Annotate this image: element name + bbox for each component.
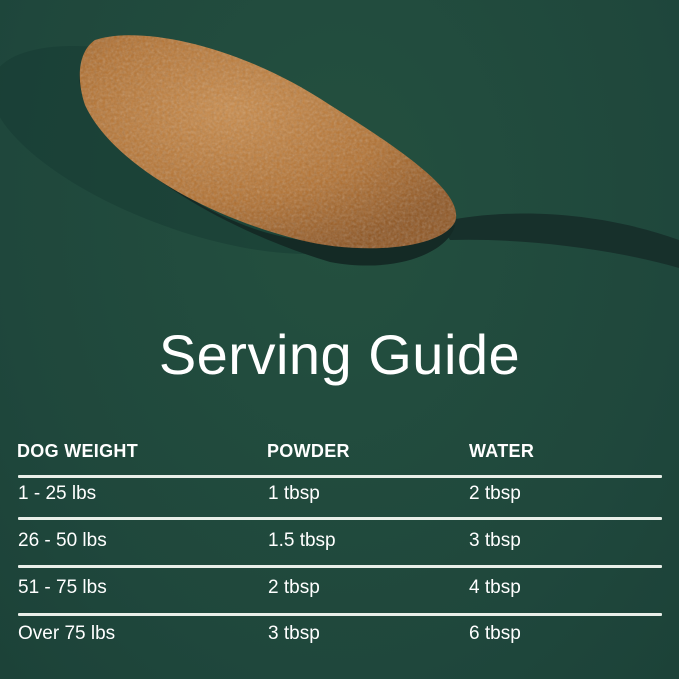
header-powder: POWDER xyxy=(267,441,350,461)
page-title: Serving Guide xyxy=(158,323,521,386)
cell-weight: 1 - 25 lbs xyxy=(18,483,97,504)
cell-weight: 51 - 75 lbs xyxy=(18,577,107,598)
header-dog-weight: DOG WEIGHT xyxy=(17,441,138,461)
divider xyxy=(18,475,662,478)
divider xyxy=(18,613,662,616)
cell-water: 4 tbsp xyxy=(469,577,521,598)
spoon-handle xyxy=(440,213,679,268)
divider xyxy=(18,517,662,520)
cell-powder: 1.5 tbsp xyxy=(268,530,336,551)
cell-water: 6 tbsp xyxy=(469,623,521,644)
spoon-bowl xyxy=(79,70,456,266)
cell-powder: 2 tbsp xyxy=(268,577,320,598)
header-water: WATER xyxy=(469,441,535,461)
cell-powder: 3 tbsp xyxy=(268,623,320,644)
spoon-with-food-image xyxy=(0,35,679,268)
cell-water: 3 tbsp xyxy=(469,530,521,551)
cell-weight: Over 75 lbs xyxy=(18,623,116,644)
divider xyxy=(18,565,662,568)
cell-weight: 26 - 50 lbs xyxy=(18,530,107,551)
cell-powder: 1 tbsp xyxy=(268,483,320,504)
cell-water: 2 tbsp xyxy=(469,483,521,504)
